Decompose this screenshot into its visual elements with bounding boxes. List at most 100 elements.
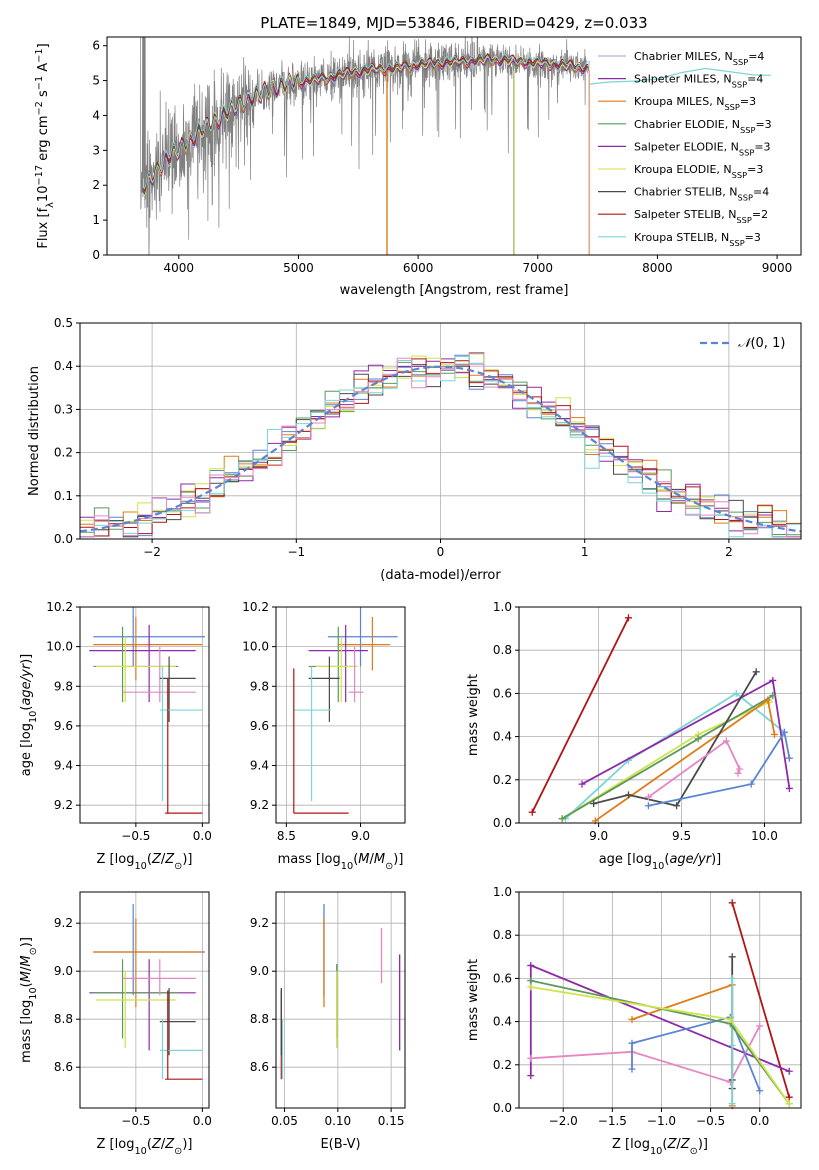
x-tick-label: 8000	[642, 261, 673, 275]
y-tick-label: 9.8	[54, 679, 73, 693]
axes-frame	[106, 36, 802, 256]
x-axis-label: Z [log10(Z/Z⊙)]	[612, 1137, 708, 1157]
x-tick-label: 4000	[164, 261, 195, 275]
data-point-marker	[785, 784, 793, 792]
axes-frame	[518, 606, 802, 824]
data-point-marker	[764, 696, 772, 704]
x-tick-label: 9.5	[672, 829, 691, 843]
y-tick-label: 3	[92, 143, 100, 157]
y-tick-label: 10.0	[46, 640, 73, 654]
legend-entry: 𝒩(0, 1)	[738, 336, 785, 351]
legend-entry: Chabrier STELIB, NSSP=4	[634, 186, 769, 203]
x-tick-label: 10.0	[751, 829, 778, 843]
y-tick-label: 0.8	[493, 928, 512, 942]
y-tick-label: 0.2	[493, 1058, 512, 1072]
x-axis-label: (data-model)/error	[380, 568, 501, 583]
data-point-marker	[644, 802, 652, 810]
normal-curve	[79, 365, 802, 533]
data-point-marker	[769, 676, 777, 684]
axes-frame	[275, 891, 406, 1109]
data-point-marker	[527, 977, 535, 985]
data-point-marker	[628, 1015, 636, 1023]
residuals-panel: −2 −1 0 1 2 0.0 0.1 0.2 0.3 0.4 0.5 (data-model)/er…	[27, 316, 802, 583]
y-tick-label: 5	[92, 74, 100, 88]
x-tick-label: −1	[287, 545, 305, 559]
x-axis-label: Z [log10(Z/Z⊙)]	[97, 852, 193, 872]
x-tick-label: 0.0	[193, 1114, 212, 1128]
spectrum-panel: 4000 5000 6000 7000 8000 9000 0 1 2 3 4 5 6 PLATE=184…	[34, 14, 802, 298]
data-point-marker	[590, 800, 598, 808]
y-tick-label: 1.0	[493, 885, 512, 899]
legend-entry: Salpeter STELIB, NSSP=2	[634, 208, 768, 225]
x-tick-label: 0.0	[750, 1114, 769, 1128]
data-point-marker	[728, 1041, 736, 1049]
y-tick-label: 10.2	[46, 600, 73, 614]
y-axis-label: Normed distribution	[27, 366, 42, 496]
x-tick-label: 0.05	[271, 1114, 298, 1128]
y-tick-label: 0.4	[54, 359, 73, 373]
data-point-marker	[785, 754, 793, 762]
data-point-marker	[769, 692, 777, 700]
legend-entry: Kroupa MILES, NSSP=3	[634, 95, 756, 112]
x-tick-label: 9.0	[589, 829, 608, 843]
y-tick-label: 0.5	[54, 316, 73, 330]
y-tick-label: 0.1	[54, 489, 73, 503]
data-point-marker	[527, 1072, 535, 1080]
data-point-marker	[785, 1067, 793, 1075]
weight-vs-age-panel: 9.0 9.5 10.0 0.0 0.2 0.4 0.6 0.8 1.0 age [log10(a…	[466, 600, 802, 872]
x-tick-label: −1.0	[647, 1114, 676, 1128]
weight-series-line	[593, 671, 757, 807]
y-axis-label: Flux [fλ10−17 erg cm−2 s−1 A−1]	[34, 43, 56, 248]
x-axis-label: E(B-V)	[320, 1137, 360, 1152]
x-tick-label: 0	[437, 545, 445, 559]
legend-entry: Kroupa STELIB, NSSP=3	[634, 231, 761, 248]
legend-entry: Chabrier MILES, NSSP=4	[634, 50, 764, 67]
y-tick-label: 8.6	[54, 1060, 73, 1074]
y-tick-label: 0.8	[493, 643, 512, 657]
data-point-marker	[644, 793, 652, 801]
model-tail-line	[589, 67, 772, 85]
weight-series-line	[631, 1016, 761, 1092]
y-tick-label: 1	[92, 213, 100, 227]
x-tick-label: −2.0	[549, 1114, 578, 1128]
y-tick-label: 9.0	[54, 964, 73, 978]
weight-series-line	[530, 1025, 761, 1084]
weight-series-line	[531, 617, 630, 813]
data-point-marker	[628, 1039, 636, 1047]
legend-entry: Salpeter ELODIE, NSSP=3	[634, 140, 771, 157]
x-tick-label: −1.5	[598, 1114, 627, 1128]
x-tick-label: 6000	[403, 261, 434, 275]
weight-series-line	[564, 692, 785, 820]
y-tick-label: 9.2	[250, 798, 269, 812]
axes-frame	[79, 891, 210, 1109]
y-axis-label: age [log10(age/yr)]	[19, 654, 39, 777]
y-tick-label: 2	[92, 178, 100, 192]
y-tick-label: 9.2	[54, 798, 73, 812]
y-tick-label: 0.6	[493, 686, 512, 700]
age-vs-metallicity-panel: −0.5 0.0 9.2 9.4 9.6 9.8 10.0 10.2 Z [log10(Z/Z⊙…	[19, 600, 212, 872]
data-point-marker	[726, 1015, 734, 1023]
y-tick-label: 0.6	[493, 971, 512, 985]
x-axis-label: mass [log10(M/M⊙)]	[278, 852, 404, 872]
y-tick-label: 10.0	[242, 640, 269, 654]
x-tick-label: −0.5	[121, 1114, 150, 1128]
spectrum-lines	[140, 37, 772, 255]
data-point-marker	[756, 1022, 764, 1030]
x-tick-label: 2	[725, 545, 733, 559]
y-tick-label: 9.2	[250, 916, 269, 930]
x-tick-label: 7000	[522, 261, 553, 275]
y-tick-label: 1.0	[493, 600, 512, 614]
y-tick-label: 6	[92, 39, 100, 53]
y-tick-label: 0.2	[54, 446, 73, 460]
y-tick-label: 9.2	[54, 916, 73, 930]
data-point-marker	[728, 953, 736, 961]
legend-entry: Salpeter MILES, NSSP=4	[634, 73, 763, 90]
y-tick-label: 0.2	[493, 773, 512, 787]
axes-frame	[518, 891, 802, 1109]
data-point-marker	[747, 780, 755, 788]
legend: Chabrier MILES, NSSP=4 Salpeter MILES, NS…	[598, 50, 772, 248]
chart-title: PLATE=1849, MJD=53846, FIBERID=0429, z=0…	[260, 14, 647, 32]
y-tick-label: 0.4	[493, 1015, 512, 1029]
y-tick-label: 10.2	[242, 600, 269, 614]
weight-series-line	[631, 983, 734, 1106]
